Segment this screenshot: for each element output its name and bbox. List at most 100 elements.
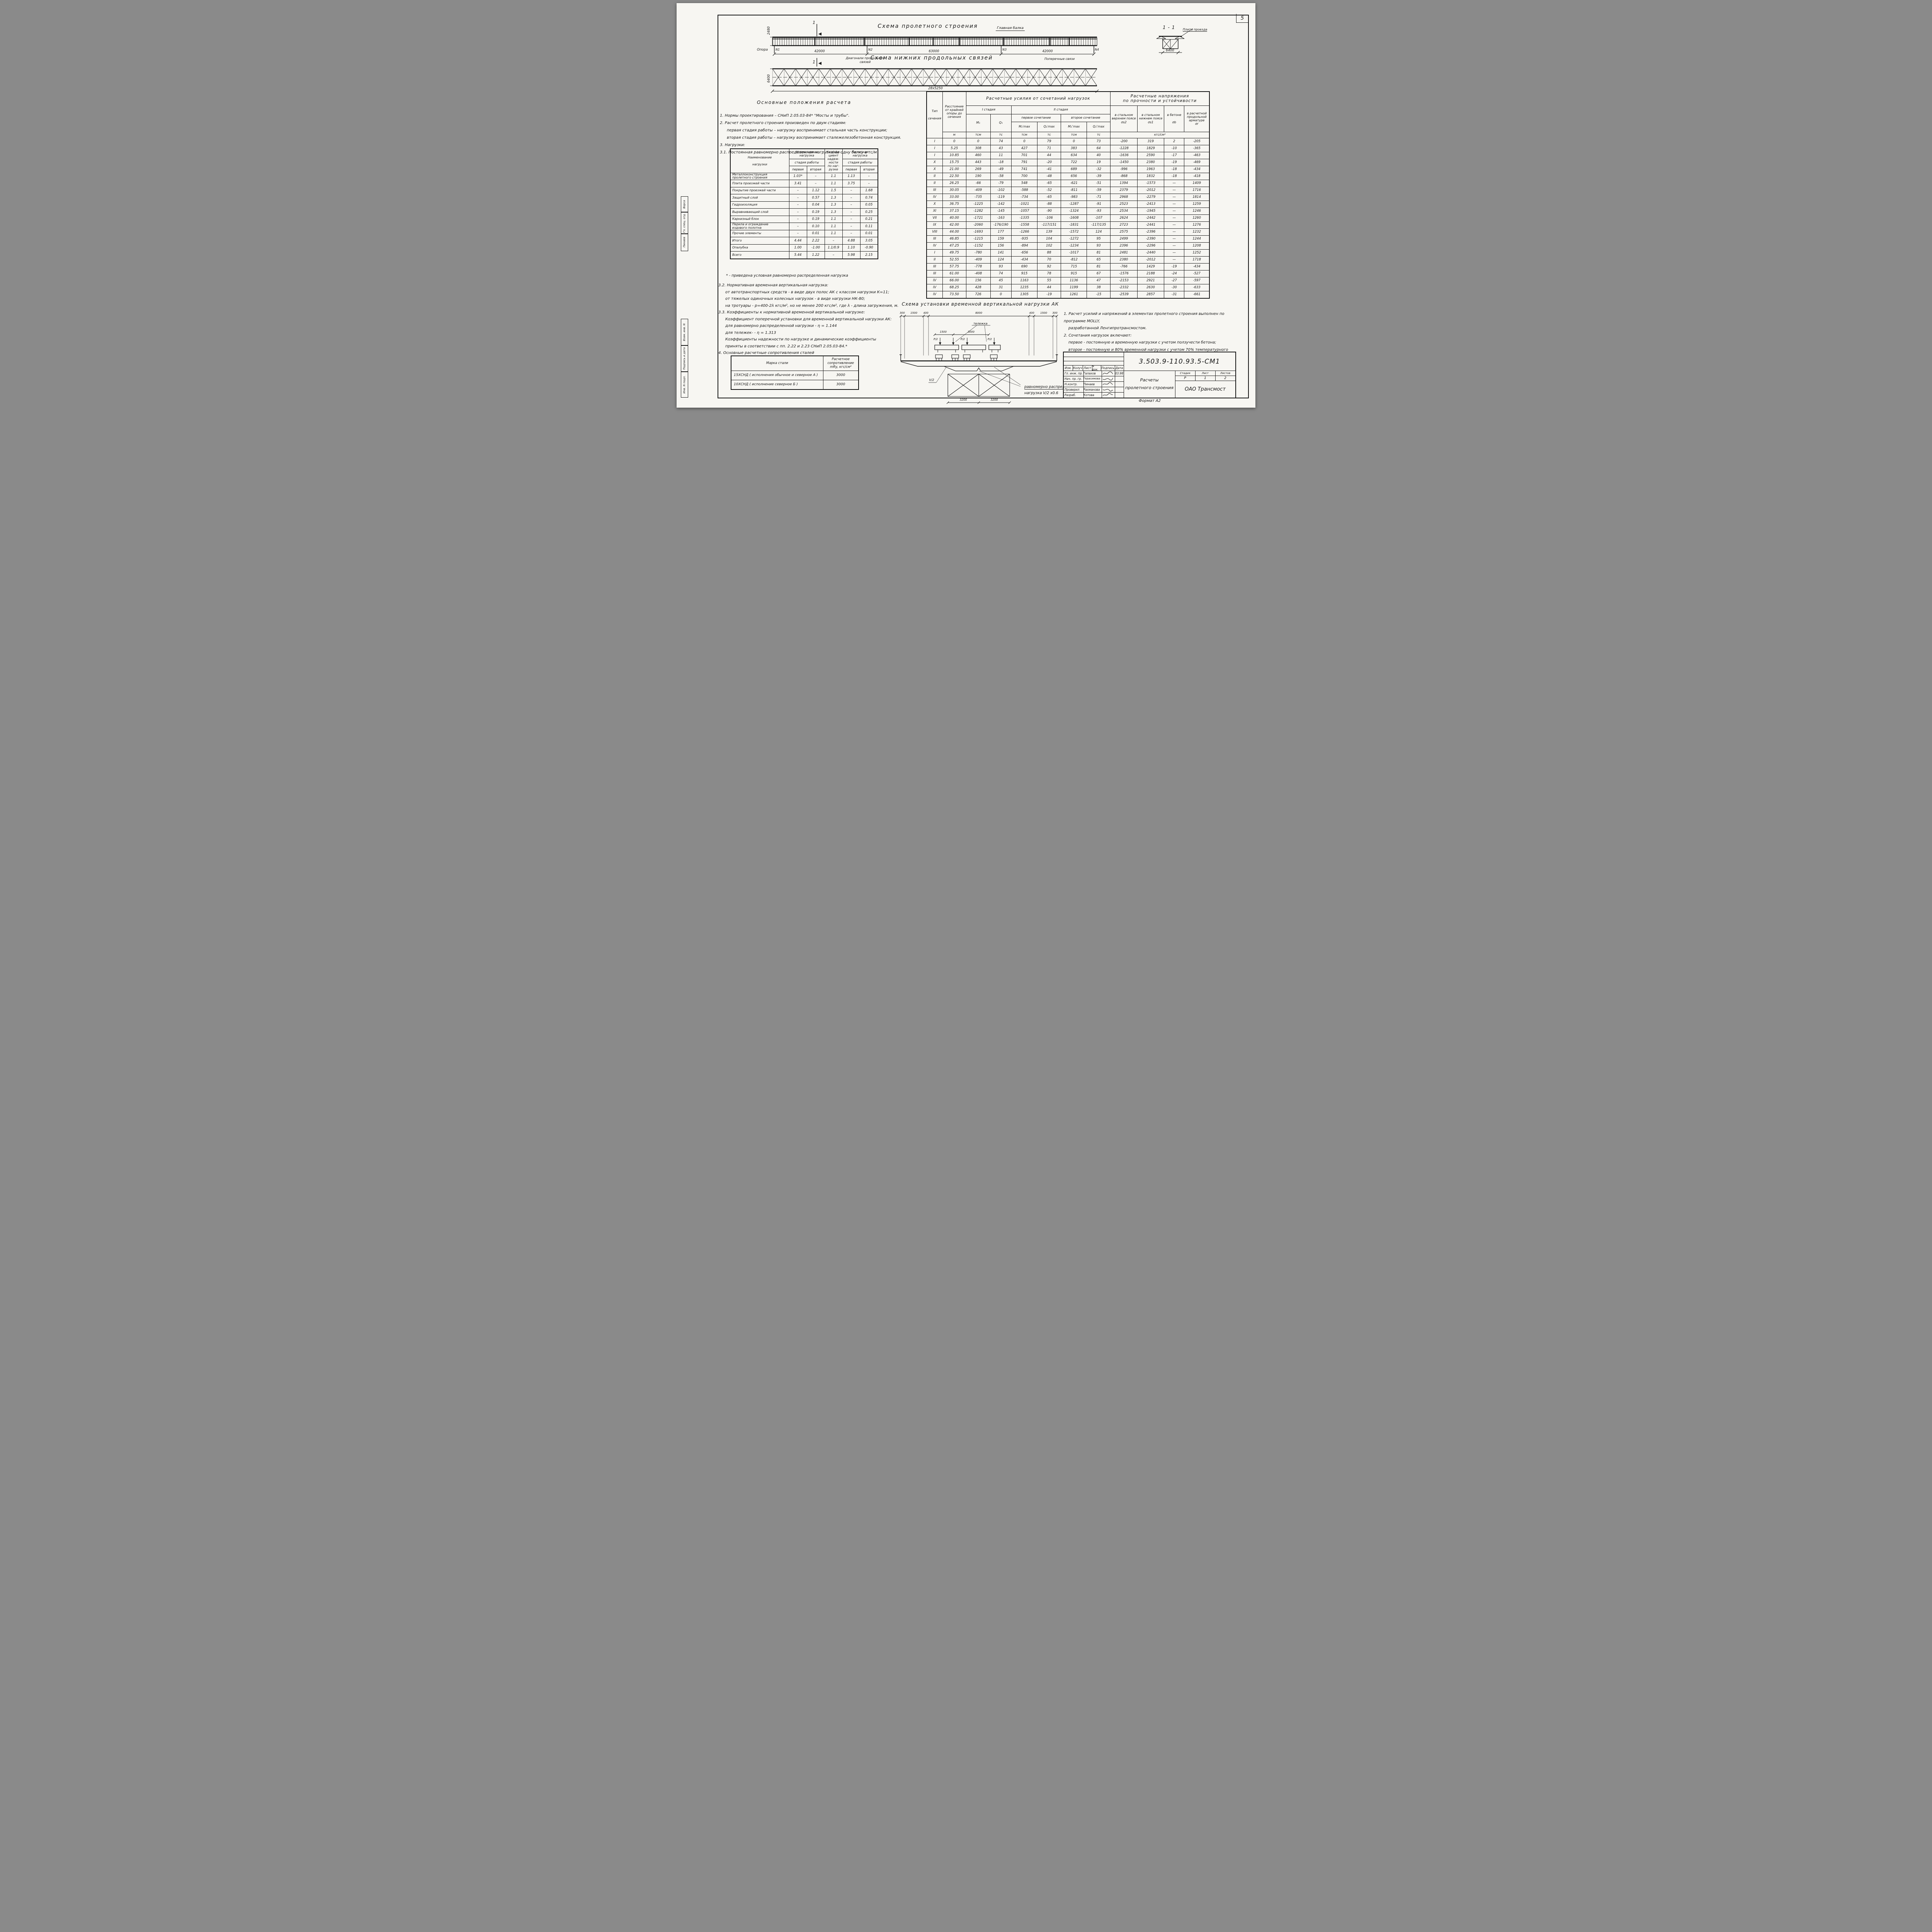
table-cell: -588 [1011,186,1038,194]
tb-company: ОАО Трансмост [1185,386,1226,392]
table-cell: 1261 [1060,291,1087,298]
table-cell: 2.22 [806,237,825,245]
scheme2-height-dim: 6400 [767,74,771,83]
table-cell: -1282 [966,207,991,215]
steel-table: Марка стали Расчетное сопротивление mRy,… [731,355,859,390]
table-cell: -1272 [1060,235,1087,243]
table-cell: 2481 [1110,249,1138,257]
table-cell: 1429 [1137,263,1165,270]
table-cell: – [824,251,843,259]
table-cell: — [1164,235,1185,243]
table-cell: 190 [966,172,991,180]
table-cell: 65 [1087,256,1111,264]
table-cell: 0 [942,138,966,145]
ak-distributed-note: нагрузка V/2 х0.6 [1024,391,1058,396]
table-cell: -48 [1037,172,1061,180]
table-cell: 1235 [1011,284,1038,291]
table-cell: 1814 [1184,193,1210,201]
load-first: первая [842,165,861,173]
table-cell: 0.01 [860,230,878,237]
table-cell: -868 [1110,172,1138,180]
table-cell: 124 [990,256,1012,264]
table-cell: 726 [966,291,991,298]
table-cell: 19 [1087,158,1111,166]
table-cell: -656 [1011,249,1038,257]
note-item: 2. Сочетания нагрузок включают: [1064,333,1132,338]
table-cell: 2380 [1110,256,1138,264]
col-section-type: Тип сечения [926,91,943,138]
table-cell: 102 [1037,242,1061,250]
table-cell: 73.50 [942,291,966,298]
tb-name: Пинаев [1083,381,1102,387]
table-cell: 3000 [823,370,859,380]
span-dim-3: 42000 [1042,49,1053,53]
table-cell: -65 [1037,179,1061,187]
table-cell: 1.03* [789,172,807,180]
scheme1-support-label: Опора [757,48,768,52]
live-load-item: приняты в соответствии с пп. 2.22 и 2.23… [725,344,847,349]
table-cell: 2921 [1137,277,1165,284]
load-stage: стадия работы [842,158,878,166]
unit: тс [1087,131,1111,138]
table-cell: -51 [1087,179,1111,187]
table-cell: -2442 [1137,214,1165,222]
table-cell: -58 [990,172,1012,180]
table-cell: -2012 [1137,256,1165,264]
table-row: IV 47.25 -1152 156 -894 102 -1234 93 2396 -2296—1… [926,242,1210,250]
table-cell: -434 [1011,256,1038,264]
table-cell: 2499 [1110,235,1138,243]
table-cell: Всего [730,251,789,259]
table-cell: Защитный слой [730,194,789,202]
table-cell: -15 [1087,291,1111,298]
live-load-item: от тяжелых одиночных колесных нагрузок -… [725,297,865,301]
table-cell: 0 [1060,138,1087,145]
table-cell: 1.3 [824,208,843,216]
table-row: IV 68.25 428 31 1235 44 1199 38 -2332 2630 -30 -633 [926,284,1210,291]
table-cell: -894 [1011,242,1038,250]
table-cell: 5.44 [789,251,807,259]
table-cell: – [842,230,861,237]
table-cell: -65 [1037,193,1061,201]
col-m1: M₁ [966,114,991,132]
table-cell: -18 [1164,172,1185,180]
table-cell: 1.1/0.9 [824,244,843,252]
table-cell: -621 [1060,179,1087,187]
table-cell: 2575 [1110,228,1138,236]
table-cell: 11 [990,151,1012,159]
tb-col-data: Дата [1115,365,1124,371]
table-cell: 26.25 [942,179,966,187]
table-cell: – [842,208,861,216]
span-scheme-drawing [770,24,1097,56]
ak-dim: 3200 [959,398,967,401]
table-cell: -1450 [1110,158,1138,166]
table-cell: – [842,223,861,230]
table-cell: 66.00 [942,277,966,284]
live-load-item: 3.3. Коэффициенты к нормативной временно… [718,310,865,315]
table-cell: 47.25 [942,242,966,250]
format-note: Формат А2 [1139,399,1161,403]
table-cell: 36.75 [942,200,966,208]
table-row: Карнизный блок –0.19 1.1–0.21 [730,215,878,223]
table-cell: -66 [966,179,991,187]
provision-item: 3. Нагрузки: [720,143,745,147]
load-second: вторая [806,165,825,173]
table-cell: 427 [1011,145,1038,152]
table-cell: -30 [1164,284,1185,291]
table-cell: 15.75 [942,158,966,166]
table-cell: VIII [926,228,943,236]
table-row: VIII 44.00 -1693 177 -1266 139 -1572 124 2575 -23… [926,228,1210,236]
table-cell: -527 [1184,270,1210,277]
table-cell: — [1164,221,1185,229]
unit: кгс/см² [1110,131,1210,138]
ak-dim: 1500 [1040,311,1047,315]
stamp-box-name2: Пинаев [681,233,688,251]
table-cell: -996 [1110,165,1138,173]
stamp-box-podpis: Подпись и дата [681,345,688,372]
table-row: Прочие элементы –0.01 1.1–0.01 [730,230,878,237]
table-cell: 1.1 [824,223,843,230]
tb-signature [1101,381,1115,387]
table-cell: -117/151 [1037,221,1061,229]
table-cell: -1057 [1011,207,1038,215]
section11-width-dim: 6400 [1166,49,1174,53]
table-cell: 1718 [1184,256,1210,264]
